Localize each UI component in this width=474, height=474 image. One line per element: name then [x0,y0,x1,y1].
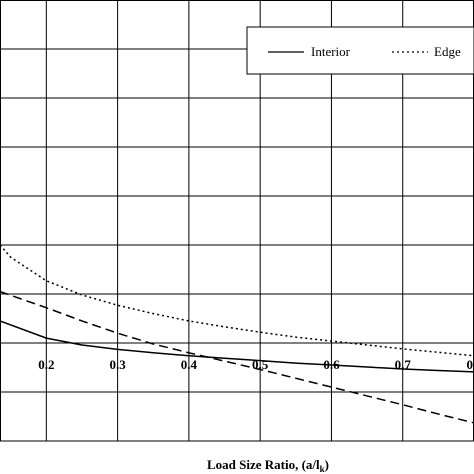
x-tick-label: 0.4 [181,357,198,372]
x-tick-label: 0.6 [323,357,340,372]
legend: Interior Edge [246,26,474,75]
legend-label-edge: Edge [434,44,461,59]
x-tick-label: 0.2 [38,357,54,372]
x-tick-label: 0 [467,357,474,372]
x-tick-labels: 0.2 0.3 0.4 0.5 0.6 0.7 0 [38,357,473,372]
x-axis-title-sub: k [320,464,325,474]
legend-box [246,26,474,75]
series-line-dashed [0,290,474,424]
x-axis-title: Load Size Ratio, (a/lk) [207,457,329,474]
series-layer [0,244,474,424]
x-axis-title-close: ) [325,457,329,472]
x-tick-label: 0.7 [395,357,412,372]
legend-label-interior: Interior [311,44,351,59]
x-axis-title-main: Load Size Ratio, (a/l [207,457,320,472]
series-line-interior [0,320,474,373]
series-line-edge [0,244,474,357]
x-tick-label: 0.5 [252,357,269,372]
x-tick-label: 0.3 [109,357,126,372]
